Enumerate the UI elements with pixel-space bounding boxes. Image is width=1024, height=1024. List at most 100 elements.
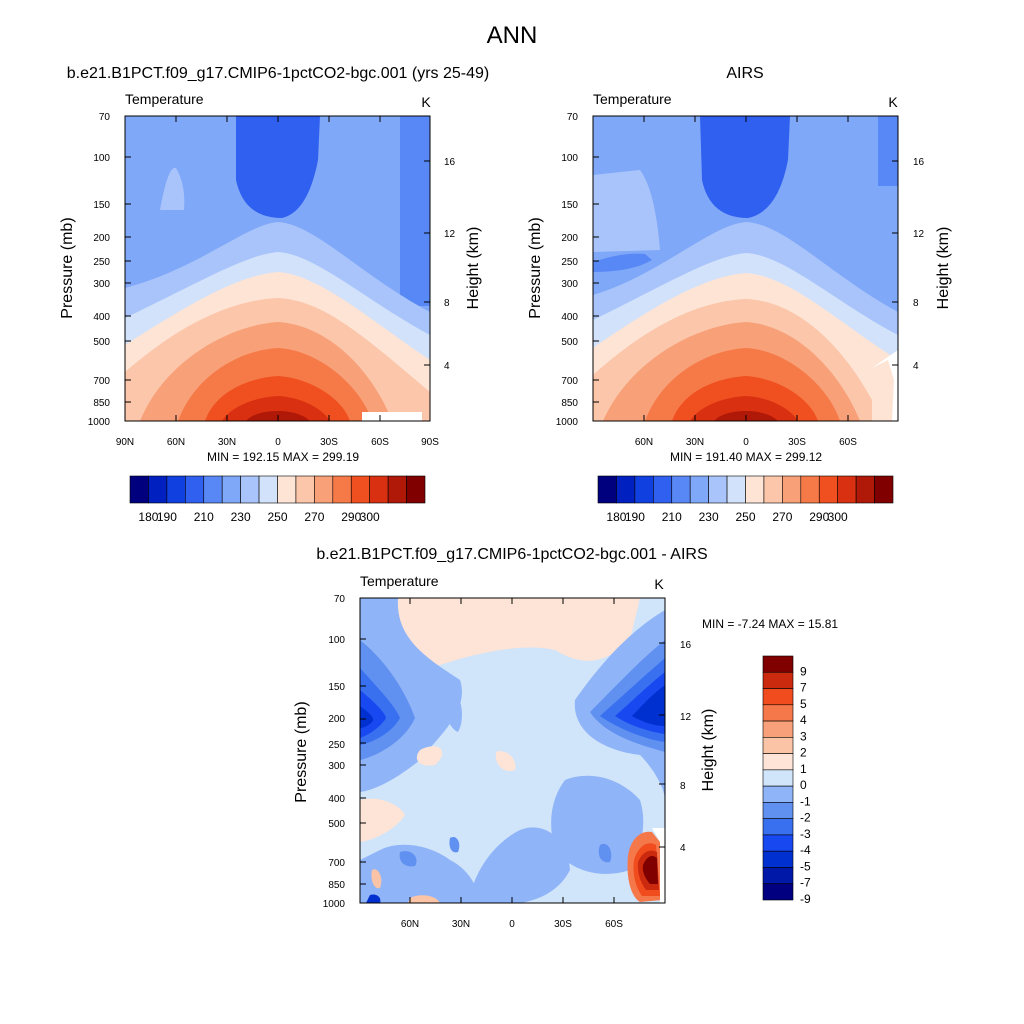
colorbar-swatch <box>634 475 654 504</box>
x-tick-label: 30N <box>452 919 470 930</box>
colorbar-swatch <box>314 475 334 504</box>
height-tick-label: 4 <box>444 361 450 372</box>
y-tick-label: 250 <box>561 257 578 268</box>
colorbar-swatch <box>258 475 278 504</box>
colorbar-label: 1 <box>800 762 807 776</box>
y-tick-label: 100 <box>561 153 578 164</box>
height-tick-label: 12 <box>913 229 925 240</box>
x-tick-label: 60N <box>167 437 185 448</box>
y-tick-label: 200 <box>328 714 345 725</box>
x-tick-label: 30N <box>686 437 704 448</box>
colorbar-swatch <box>837 475 857 504</box>
y-tick-label: 150 <box>93 200 110 211</box>
y-tick-label: 700 <box>93 376 110 387</box>
contour-band <box>690 396 798 421</box>
contour-band <box>366 894 381 903</box>
y-axis-title: Pressure (mb) <box>293 701 310 802</box>
height-tick-label: 4 <box>680 843 686 854</box>
contour-band <box>360 706 374 728</box>
colorbar-swatch <box>689 475 709 504</box>
y-tick-label: 700 <box>328 858 345 869</box>
colorbar-label: 210 <box>194 510 214 524</box>
colorbar-swatch <box>597 475 617 504</box>
colorbar-swatch <box>762 883 794 901</box>
colorbar-label: 190 <box>625 510 645 524</box>
colorbar-label: 270 <box>772 510 792 524</box>
colorbar-label: 4 <box>800 713 807 727</box>
y-tick-label: 500 <box>93 337 110 348</box>
missing-data <box>872 350 898 421</box>
contour-band <box>408 895 440 903</box>
colorbar-label: 290 <box>809 510 829 524</box>
contour-band <box>371 869 382 889</box>
y-right-axis-title: Height (km) <box>935 227 952 310</box>
colorbar-swatch <box>332 475 352 504</box>
y-axis-left: 70 100 150 200 250 300 400 500 700 850 1… <box>556 112 579 428</box>
y-tick-label: 1000 <box>323 899 346 910</box>
y-tick-label: 500 <box>328 819 345 830</box>
colorbar-label: 230 <box>699 510 719 524</box>
y-axis-left: 70 100 150 200 250 300 400 500 700 850 1… <box>323 594 346 910</box>
colorbar-swatch <box>203 475 223 504</box>
colorbar-swatch <box>818 475 838 504</box>
colorbar-label: 300 <box>360 510 380 524</box>
x-tick-label: 60N <box>635 437 653 448</box>
contour-band <box>400 116 430 306</box>
y-tick-label: 500 <box>561 337 578 348</box>
contour-band <box>495 751 516 772</box>
contour-field <box>360 598 665 903</box>
x-tick-label: 0 <box>509 919 515 930</box>
y-right-axis-title: Height (km) <box>700 709 717 792</box>
contour-band <box>444 690 462 732</box>
y-tick-label: 400 <box>561 312 578 323</box>
variable-label: Temperature <box>360 573 439 589</box>
colorbar-label: 0 <box>800 778 807 792</box>
colorbar-swatch <box>671 475 691 504</box>
contour-band <box>222 396 330 421</box>
colorbar-label: -4 <box>800 843 811 857</box>
y-tick-label: 150 <box>561 200 578 211</box>
y-tick-label: 400 <box>93 312 110 323</box>
colorbar-swatch <box>800 475 820 504</box>
min-max-stats: MIN = 192.15 MAX = 299.19 <box>207 450 359 464</box>
colorbar-swatch <box>616 475 636 504</box>
contour-band <box>416 746 443 766</box>
x-tick-label: 60S <box>605 919 623 930</box>
colorbar-swatch <box>129 475 149 504</box>
colorbar-swatch <box>762 818 794 836</box>
panel-airs: AIRS Temperature K 70 100 150 200 2 <box>527 65 952 524</box>
colorbar-label: 190 <box>157 510 177 524</box>
y-axis-title: Pressure (mb) <box>59 217 76 318</box>
colorbar-label: 180 <box>606 510 626 524</box>
colorbar-swatch <box>762 769 794 787</box>
colorbar-label: 7 <box>800 681 807 695</box>
colorbar-swatch <box>762 867 794 885</box>
colorbar-label: -5 <box>800 859 811 873</box>
colorbar-swatch <box>762 834 794 852</box>
contour-band <box>160 167 185 210</box>
colorbar-swatch <box>762 655 794 673</box>
x-axis: 90N 60N 30N 0 30S 60S 90S <box>116 437 439 448</box>
variable-label: Temperature <box>593 91 672 107</box>
contour-band <box>360 844 479 903</box>
y-tick-label: 300 <box>561 279 578 290</box>
figure-title: ANN <box>487 22 538 49</box>
contour-band <box>642 856 658 884</box>
colorbar-swatch <box>874 475 894 504</box>
height-tick-label: 16 <box>444 157 456 168</box>
panel-title: b.e21.B1PCT.f09_g17.CMIP6-1pctCO2-bgc.00… <box>67 65 489 82</box>
contour-band <box>878 116 898 186</box>
colorbar: 9 7 5 4 3 2 1 0 -1 -2 -3 -4 -5 -7 -9 <box>762 655 811 906</box>
y-tick-label: 200 <box>561 233 578 244</box>
x-tick-label: 30S <box>554 919 572 930</box>
contour-field <box>593 116 898 421</box>
missing-data <box>362 412 422 421</box>
colorbar-swatch <box>782 475 802 504</box>
y-tick-label: 70 <box>334 594 346 605</box>
min-max-stats: MIN = -7.24 MAX = 15.81 <box>702 617 838 631</box>
panel-title: AIRS <box>726 65 763 82</box>
contour-band <box>470 827 570 903</box>
colorbar-label: 250 <box>267 510 287 524</box>
variable-label: Temperature <box>125 91 204 107</box>
y-tick-label: 850 <box>93 398 110 409</box>
